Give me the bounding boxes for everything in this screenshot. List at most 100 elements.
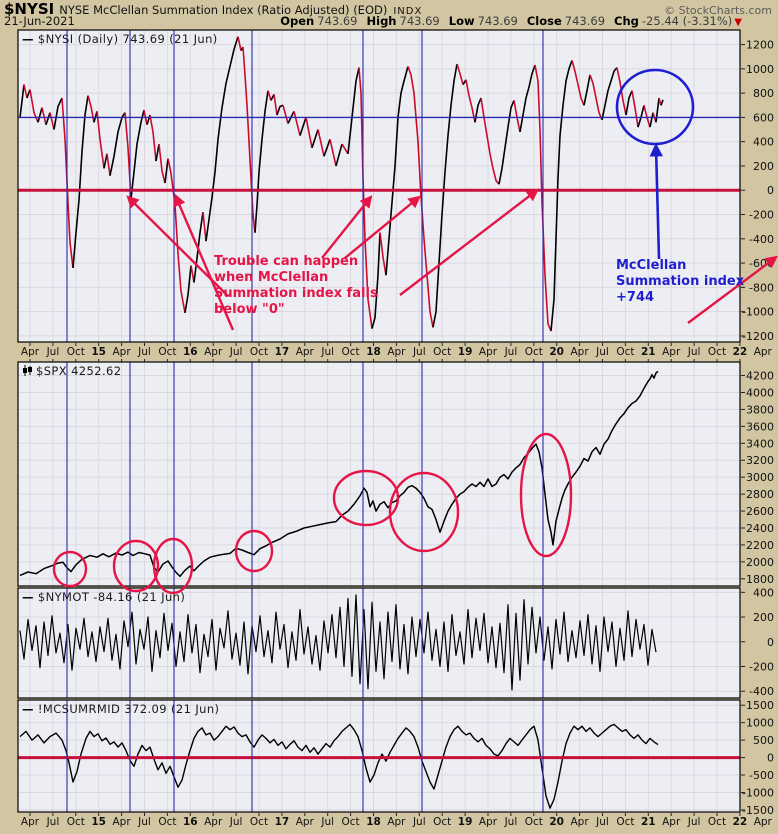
svg-text:2800: 2800	[746, 488, 774, 501]
svg-text:Jul: Jul	[320, 816, 334, 828]
svg-text:Oct: Oct	[433, 816, 451, 828]
chart-date: 21-Jun-2021	[4, 14, 75, 28]
svg-text:200: 200	[753, 160, 774, 173]
mcsumrmid-panel-legend: — !MCSUMRMID 372.09 (21 Jun)	[22, 702, 219, 716]
svg-text:Jul: Jul	[595, 346, 609, 358]
svg-text:0: 0	[767, 752, 774, 765]
svg-text:Apr: Apr	[479, 816, 498, 828]
x-axis-labels: Apr Jul Oct 15 Apr Jul Oct 16 Apr Jul Oct 17 Apr Jul O…	[21, 813, 773, 828]
svg-text:20: 20	[549, 816, 564, 828]
ticker-symbol: $NYSI	[4, 0, 55, 18]
svg-text:400: 400	[753, 136, 774, 149]
svg-text:18: 18	[366, 346, 381, 358]
annotations-layer	[52, 68, 778, 595]
svg-text:Oct: Oct	[525, 346, 543, 358]
svg-text:3000: 3000	[746, 471, 774, 484]
spx-decline-circle	[234, 529, 274, 573]
svg-text:Apr: Apr	[387, 346, 406, 358]
svg-text:1800: 1800	[746, 573, 774, 586]
svg-text:19: 19	[458, 816, 473, 828]
change-label: Chg	[614, 14, 639, 28]
mcsumrmid-panel: 1500 1000 500 0 -500 -1000 -1500	[17, 699, 774, 817]
annotation-line: Summation index	[616, 274, 745, 289]
svg-text:18: 18	[366, 816, 381, 828]
svg-text:Apr: Apr	[204, 346, 223, 358]
trouble-annotation-text: Trouble can happen when McClellan Summat…	[214, 254, 378, 318]
svg-text:Apr: Apr	[571, 816, 590, 828]
line-swatch-icon: —	[22, 590, 34, 604]
svg-text:17: 17	[275, 346, 290, 358]
svg-text:Oct: Oct	[250, 346, 268, 358]
svg-text:500: 500	[753, 734, 774, 747]
svg-text:15: 15	[91, 346, 106, 358]
summation-index-arrow	[649, 142, 664, 260]
svg-text:22: 22	[733, 346, 748, 358]
svg-text:Oct: Oct	[342, 346, 360, 358]
change-value: -25.44 (-3.31%)	[641, 14, 733, 28]
svg-text:-200: -200	[749, 660, 774, 673]
annotation-line: Summation index falls	[214, 286, 378, 301]
svg-text:21: 21	[641, 346, 656, 358]
svg-text:Jul: Jul	[137, 816, 151, 828]
summation-index-annotation-text: McClellan Summation index +744	[616, 258, 744, 306]
open-value: 743.69	[317, 14, 358, 28]
spx-decline-circle	[332, 469, 400, 527]
svg-text:Jul: Jul	[504, 346, 518, 358]
svg-text:200: 200	[753, 611, 774, 624]
annotation-line: below "0"	[214, 302, 285, 317]
high-label: High	[366, 14, 397, 28]
svg-text:-500: -500	[749, 769, 774, 782]
svg-text:Oct: Oct	[342, 816, 360, 828]
svg-text:Apr: Apr	[204, 816, 223, 828]
nysi-panel: 120010008006004002000-200-400-600-800-10…	[17, 29, 774, 343]
svg-text:0: 0	[767, 636, 774, 649]
open-label: Open	[280, 14, 315, 28]
close-label: Close	[526, 14, 562, 28]
trouble-arrow	[399, 188, 539, 296]
svg-text:-200: -200	[749, 209, 774, 222]
svg-text:20: 20	[549, 346, 564, 358]
svg-text:-1000: -1000	[742, 306, 774, 319]
stockcharts-watermark: © StockCharts.com	[664, 4, 772, 17]
svg-text:600: 600	[753, 111, 774, 124]
svg-text:400: 400	[753, 586, 774, 599]
svg-text:-800: -800	[749, 281, 774, 294]
svg-text:Apr: Apr	[21, 816, 40, 828]
svg-text:Oct: Oct	[433, 346, 451, 358]
svg-text:-400: -400	[749, 685, 774, 698]
header-title-row: $NYSI NYSE McClellan Summation Index (Ra…	[4, 0, 772, 18]
svg-text:Jul: Jul	[320, 346, 334, 358]
svg-text:19: 19	[458, 346, 473, 358]
change-down-triangle-icon: ▼	[734, 17, 742, 28]
svg-text:16: 16	[183, 816, 198, 828]
svg-text:Jul: Jul	[595, 816, 609, 828]
svg-text:Jul: Jul	[137, 346, 151, 358]
svg-text:Jul: Jul	[229, 346, 243, 358]
svg-text:Apr: Apr	[296, 816, 315, 828]
svg-text:-1500: -1500	[742, 804, 774, 817]
svg-text:Oct: Oct	[525, 816, 543, 828]
svg-text:Oct: Oct	[616, 346, 634, 358]
svg-text:Jul: Jul	[46, 346, 60, 358]
line-swatch-icon: —	[22, 32, 34, 46]
svg-text:4200: 4200	[746, 370, 774, 383]
svg-text:17: 17	[275, 816, 290, 828]
svg-text:Jul: Jul	[46, 816, 60, 828]
svg-text:Apr: Apr	[662, 346, 681, 358]
line-swatch-icon: —	[22, 702, 34, 716]
spx-decline-circle	[388, 471, 460, 553]
annotation-line: when McClellan	[214, 270, 329, 285]
spx-panel-legend: $SPX 4252.62	[22, 364, 121, 378]
svg-text:3600: 3600	[746, 420, 774, 433]
svg-text:Apr: Apr	[387, 816, 406, 828]
spx-legend-label: $SPX 4252.62	[36, 364, 122, 378]
svg-text:1200: 1200	[746, 39, 774, 52]
svg-text:21: 21	[641, 816, 656, 828]
svg-text:Apr: Apr	[479, 346, 498, 358]
svg-text:Oct: Oct	[708, 816, 726, 828]
annotation-line: McClellan	[616, 258, 687, 273]
spx-panel: 4200 4000 3800 3600 3400 3200 3000 2800 2600 2400…	[17, 361, 774, 587]
svg-text:Apr: Apr	[754, 346, 773, 358]
svg-text:Jul: Jul	[687, 816, 701, 828]
